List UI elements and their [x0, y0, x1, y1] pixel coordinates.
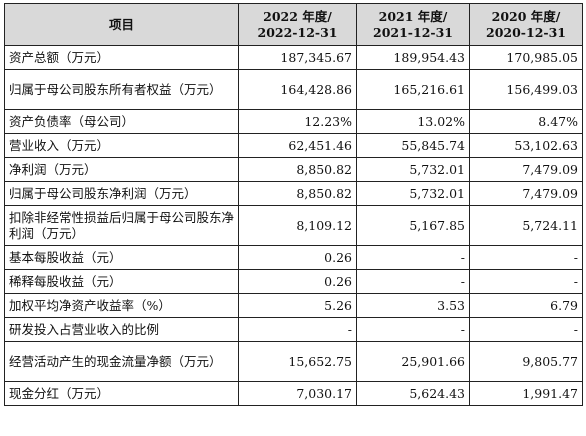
value-2020: 8.47% [469, 109, 583, 134]
value-2020: 156,499.03 [469, 69, 583, 110]
table-row: 稀释每股收益（元） 0.26- - [4, 269, 583, 294]
table-row: 资产负债率（母公司） 12.23% 13.02% 8.47% [4, 109, 583, 134]
value-2022: 5.26 [238, 293, 357, 318]
row-label: 净利润（万元） [4, 157, 239, 182]
value-2022: 187,345.67 [238, 45, 357, 70]
value-2021: 5,732.01 [356, 181, 470, 206]
row-label: 营业收入（万元） [4, 133, 239, 158]
value-2021: 165,216.61 [356, 69, 470, 110]
value-2022: 8,850.82 [238, 157, 357, 182]
value-2020: 6.79 [469, 293, 583, 318]
value-2021: 5,167.85 [356, 205, 470, 246]
value-2022: 8,109.12 [238, 205, 357, 246]
header-2022: 2022 年度/ 2022-12-31 [238, 3, 357, 46]
row-label: 研发投入占营业收入的比例 [4, 317, 239, 342]
value-2022: 7,030.17 [238, 381, 357, 406]
row-label: 归属于母公司股东净利润（万元） [4, 181, 239, 206]
table-row: 营业收入（万元） 62,451.46 55,845.74 53,102.63 [4, 133, 583, 158]
table-row: 现金分红（万元） 7,030.17 5,624.43 1,991.47 [4, 381, 583, 406]
table-row: 资产总额（万元） 187,345.67 189,954.43 170,985.05 [4, 45, 583, 70]
value-2020: 53,102.63 [469, 133, 583, 158]
value-2021: 25,901.66 [356, 341, 470, 382]
table-header-row: 项目 2022 年度/ 2022-12-31 2021 年度/ 2021-12-… [4, 3, 583, 46]
table-row: 归属于母公司股东所有者权益（万元） 164,428.86 165,216.61 156… [4, 69, 583, 110]
row-label: 经营活动产生的现金流量净额（万元） [4, 341, 239, 382]
row-label: 基本每股收益（元） [4, 245, 239, 270]
table-row: 加权平均净资产收益率（%） 5.26 3.53 6.79 [4, 293, 583, 318]
value-2022: 15,652.75 [238, 341, 357, 382]
value-2020: 7,479.09 [469, 181, 583, 206]
header-2022-year: 2022 年度/ [263, 8, 332, 24]
value-2020: 170,985.05 [469, 45, 583, 70]
value-2022: 12.23% [238, 109, 357, 134]
value-2020: 1,991.47 [469, 381, 583, 406]
header-2021-year: 2021 年度/ [378, 8, 448, 24]
row-label: 归属于母公司股东所有者权益（万元） [4, 69, 239, 110]
header-2021-date: 2021-12-31 [373, 24, 453, 40]
value-2020: - [469, 317, 583, 342]
header-2022-date: 2022-12-31 [257, 24, 338, 40]
value-2021: 5,732.01 [356, 157, 470, 182]
table-row: 经营活动产生的现金流量净额（万元） 15,652.75 25,901.66 9,805… [4, 341, 583, 382]
value-2021: 13.02% [356, 109, 470, 134]
value-2022: - [238, 317, 357, 342]
table-row: 扣除非经常性损益后归属于母公司股东净利润（万元） 8,109.12 5,167.85… [4, 205, 583, 246]
table-row: 净利润（万元） 8,850.82 5,732.01 7,479.09 [4, 157, 583, 182]
value-2022: 8,850.82 [238, 181, 357, 206]
value-2021: - [356, 269, 470, 294]
value-2022: 164,428.86 [238, 69, 357, 110]
table-row: 归属于母公司股东净利润（万元） 8,850.82 5,732.01 7,479.09 [4, 181, 583, 206]
row-label: 扣除非经常性损益后归属于母公司股东净利润（万元） [4, 205, 239, 246]
header-2021: 2021 年度/ 2021-12-31 [356, 3, 470, 46]
value-2022: 62,451.46 [238, 133, 357, 158]
value-2020: - [469, 269, 583, 294]
header-2020: 2020 年度/ 2020-12-31 [469, 3, 583, 46]
financial-summary-table-container: 项目 2022 年度/ 2022-12-31 2021 年度/ 2021-12-… [4, 3, 583, 406]
value-2021: - [356, 317, 470, 342]
header-2020-year: 2020 年度/ [491, 8, 561, 24]
financial-summary-table: 项目 2022 年度/ 2022-12-31 2021 年度/ 2021-12-… [4, 3, 583, 406]
row-label: 稀释每股收益（元） [4, 269, 239, 294]
value-2020: 7,479.09 [469, 157, 583, 182]
value-2021: - [356, 245, 470, 270]
value-2021: 55,845.74 [356, 133, 470, 158]
row-label: 资产负债率（母公司） [4, 109, 239, 134]
row-label: 资产总额（万元） [4, 45, 239, 70]
value-2022: 0.26 [238, 245, 357, 270]
row-label: 现金分红（万元） [4, 381, 239, 406]
table-row: 基本每股收益（元） 0.26- - [4, 245, 583, 270]
value-2021: 3.53 [356, 293, 470, 318]
table-body: 资产总额（万元） 187,345.67 189,954.43 170,985.05 归属… [4, 45, 583, 406]
row-label: 加权平均净资产收益率（%） [4, 293, 239, 318]
header-item: 项目 [4, 3, 239, 46]
value-2021: 189,954.43 [356, 45, 470, 70]
value-2020: - [469, 245, 583, 270]
value-2020: 9,805.77 [469, 341, 583, 382]
value-2020: 5,724.11 [469, 205, 583, 246]
value-2021: 5,624.43 [356, 381, 470, 406]
table-row: 研发投入占营业收入的比例 - - - [4, 317, 583, 342]
header-2020-date: 2020-12-31 [486, 24, 566, 40]
value-2022: 0.26 [238, 269, 357, 294]
